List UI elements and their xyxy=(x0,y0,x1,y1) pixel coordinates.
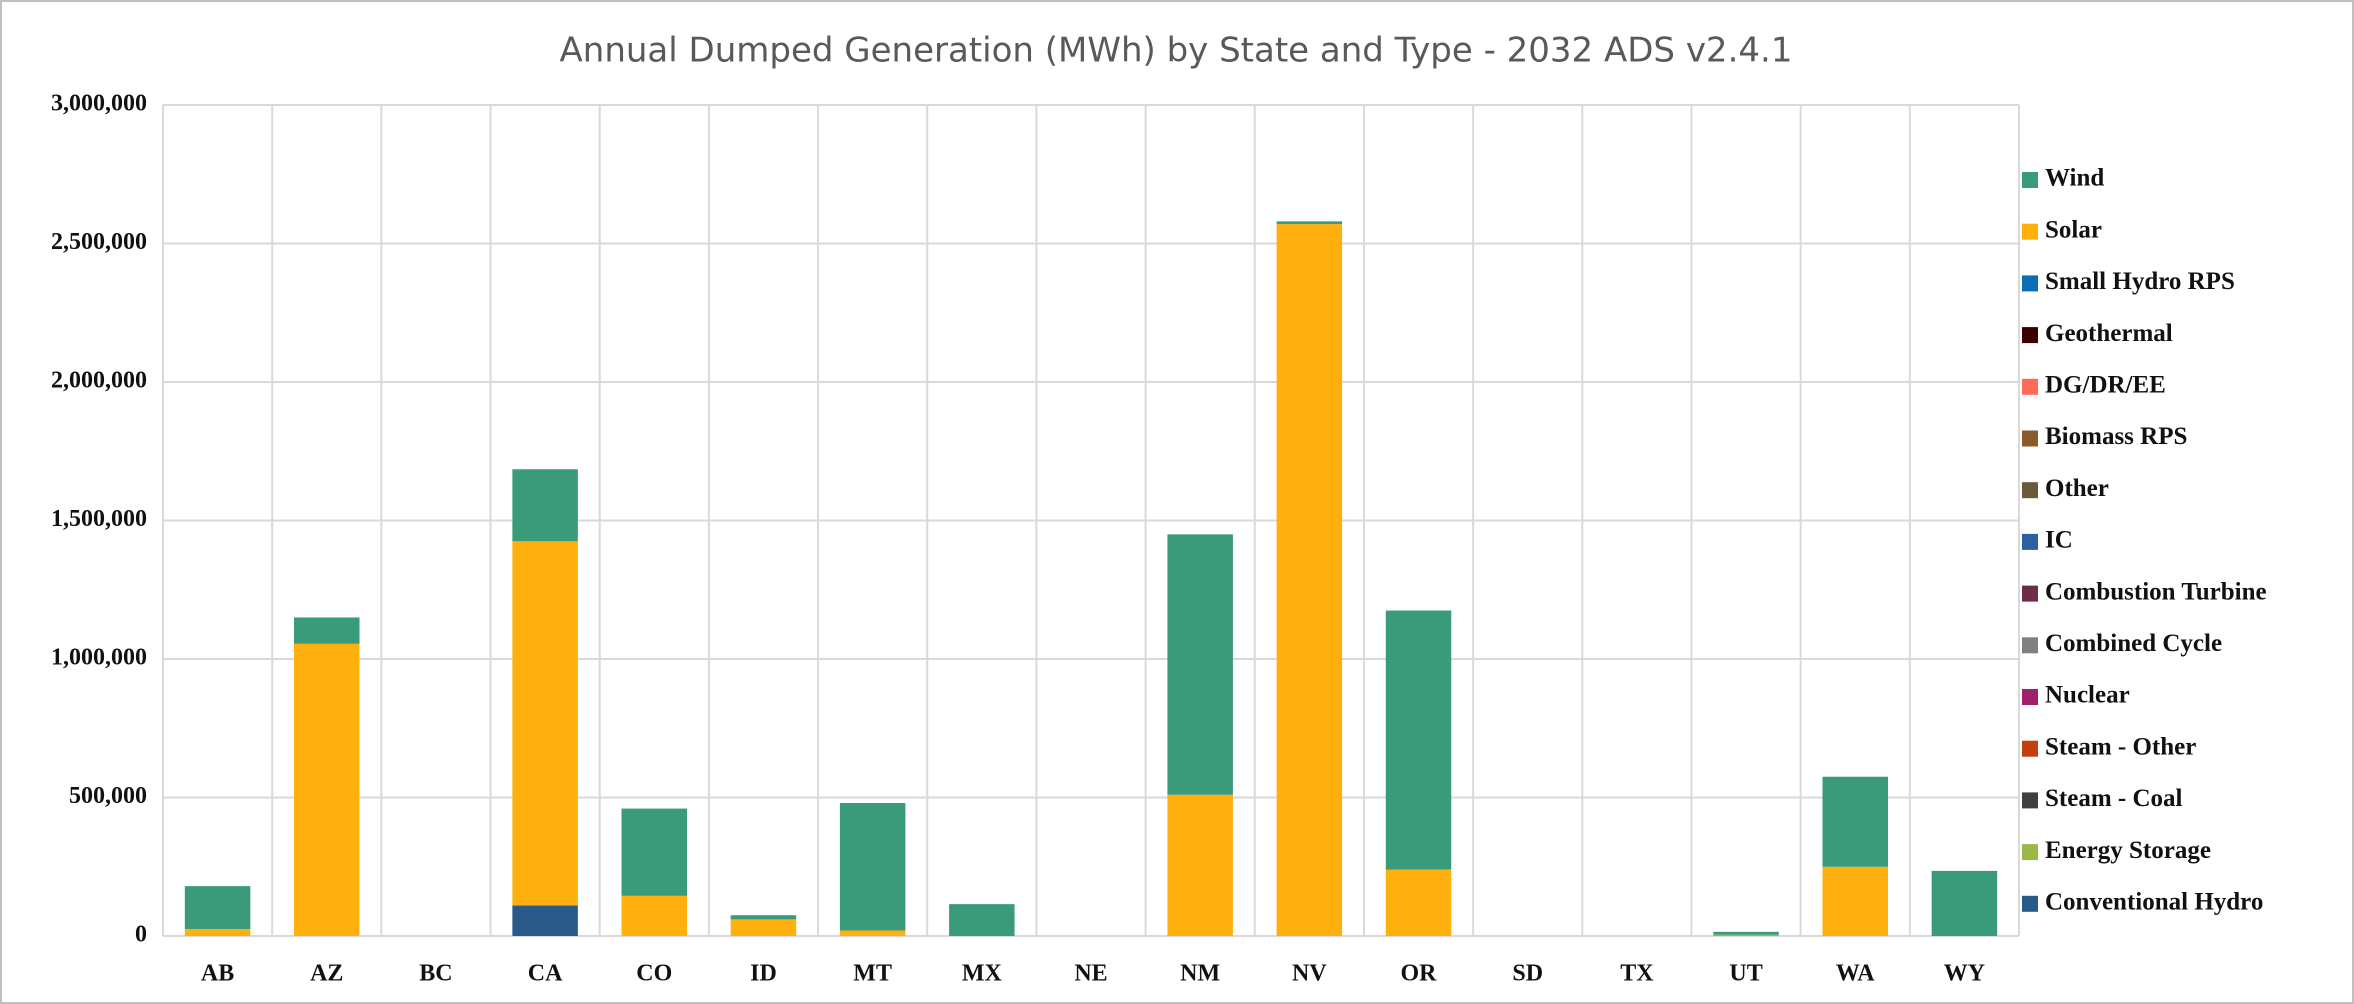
legend-swatch xyxy=(2022,430,2038,447)
bar-segment xyxy=(1713,931,1779,935)
bar-segment xyxy=(1822,776,1888,867)
y-tick-label: 1,000,000 xyxy=(51,645,147,671)
x-tick-label: AB xyxy=(201,961,234,987)
bar-segment xyxy=(1167,794,1233,936)
x-tick-label: MX xyxy=(962,961,1003,987)
legend-label: Steam - Coal xyxy=(2045,785,2183,812)
legend-swatch xyxy=(2022,792,2038,809)
legend-label: IC xyxy=(2045,527,2073,554)
legend-swatch xyxy=(2022,895,2038,912)
legend-label: Geothermal xyxy=(2045,320,2173,347)
x-tick-label: WY xyxy=(1944,961,1985,987)
x-tick-label: UT xyxy=(1729,961,1762,987)
x-tick-label: WA xyxy=(1836,961,1875,987)
bar-segment xyxy=(294,617,360,644)
x-tick-label: ID xyxy=(750,961,777,987)
bar-segment xyxy=(184,929,251,936)
chart-title: Annual Dumped Generation (MWh) by State … xyxy=(560,31,1793,71)
x-tick-label: NE xyxy=(1074,961,1107,987)
bar-segment xyxy=(730,919,797,936)
bar-segment xyxy=(621,808,688,896)
legend-swatch xyxy=(2022,482,2038,499)
bar-segment xyxy=(1931,870,1998,936)
legend-swatch xyxy=(2022,533,2038,550)
y-tick-label: 2,500,000 xyxy=(51,229,147,255)
x-tick-label: NV xyxy=(1292,961,1327,987)
legend-label: DG/DR/EE xyxy=(2045,372,2166,399)
legend-label: Other xyxy=(2045,475,2109,502)
x-tick-label: NM xyxy=(1180,961,1220,987)
bar-segment xyxy=(839,803,906,931)
x-tick-label: OR xyxy=(1401,961,1438,987)
legend-label: Biomass RPS xyxy=(2045,423,2187,450)
y-tick-label: 1,500,000 xyxy=(51,506,147,532)
legend-label: Nuclear xyxy=(2045,682,2130,709)
y-tick-label: 3,000,000 xyxy=(51,91,147,117)
bar-segment xyxy=(1276,221,1343,225)
x-tick-label: BC xyxy=(419,961,452,987)
y-tick-label: 2,000,000 xyxy=(51,368,147,394)
bar-segment xyxy=(512,541,578,906)
bar-segment xyxy=(184,886,251,930)
legend-label: Conventional Hydro xyxy=(2045,889,2263,916)
legend-swatch xyxy=(2022,223,2038,240)
legend-label: Small Hydro RPS xyxy=(2045,268,2235,295)
bar-segment xyxy=(1167,534,1233,795)
bar-segment xyxy=(1822,866,1888,936)
legend-swatch xyxy=(2022,172,2038,188)
legend-swatch xyxy=(2022,378,2038,395)
legend-swatch xyxy=(2022,740,2038,757)
legend-label: Solar xyxy=(2045,216,2102,243)
legend-swatch xyxy=(2022,637,2038,654)
legend-label: Energy Storage xyxy=(2045,837,2211,864)
legend-swatch xyxy=(2022,844,2038,861)
legend-swatch xyxy=(2022,327,2038,344)
x-tick-label: AZ xyxy=(310,961,343,987)
legend-label: Wind xyxy=(2045,165,2104,192)
y-tick-label: 500,000 xyxy=(69,783,147,809)
x-tick-label: CO xyxy=(636,961,672,987)
x-tick-label: TX xyxy=(1620,961,1654,987)
legend-label: Steam - Other xyxy=(2045,733,2196,760)
bar-segment xyxy=(949,904,1015,936)
legend-swatch xyxy=(2022,275,2038,292)
legend-label: Combined Cycle xyxy=(2045,630,2222,657)
bar-segment xyxy=(294,643,360,936)
x-tick-label: MT xyxy=(853,961,892,987)
bar-segment xyxy=(512,905,578,936)
x-tick-label: CA xyxy=(528,961,563,987)
x-tick-label: SD xyxy=(1512,961,1543,987)
legend-swatch xyxy=(2022,585,2038,602)
legend-label: Combustion Turbine xyxy=(2045,578,2267,605)
bar-segment xyxy=(730,915,797,920)
bar-segment xyxy=(1713,934,1779,936)
bar-segment xyxy=(1385,610,1452,870)
legend-swatch xyxy=(2022,689,2038,705)
y-tick-label: 0 xyxy=(135,922,147,948)
bar-segment xyxy=(1276,224,1343,937)
bar-segment xyxy=(621,895,688,936)
bar-segment xyxy=(1385,869,1452,936)
bar-segment xyxy=(839,930,906,936)
bar-segment xyxy=(512,469,578,542)
